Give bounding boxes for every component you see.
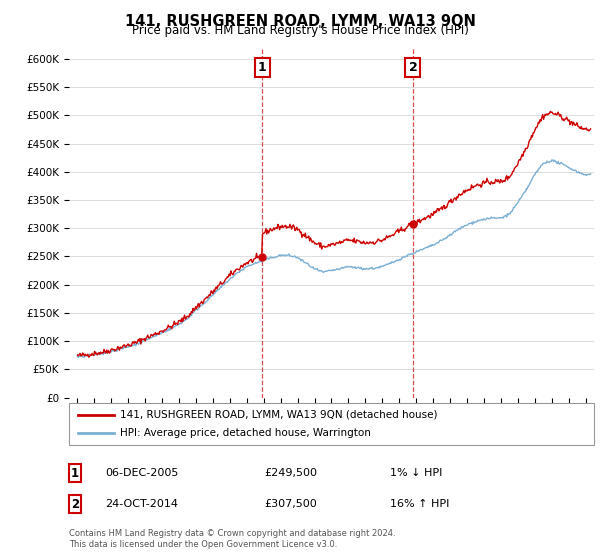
Text: 16% ↑ HPI: 16% ↑ HPI [390, 499, 449, 509]
Text: Price paid vs. HM Land Registry's House Price Index (HPI): Price paid vs. HM Land Registry's House … [131, 24, 469, 37]
Text: 1: 1 [71, 466, 79, 480]
Text: 2: 2 [71, 497, 79, 511]
Text: £249,500: £249,500 [264, 468, 317, 478]
Text: 1: 1 [258, 61, 267, 74]
Text: 24-OCT-2014: 24-OCT-2014 [105, 499, 178, 509]
Text: £307,500: £307,500 [264, 499, 317, 509]
Text: 1% ↓ HPI: 1% ↓ HPI [390, 468, 442, 478]
Text: 2: 2 [409, 61, 418, 74]
Text: HPI: Average price, detached house, Warrington: HPI: Average price, detached house, Warr… [120, 428, 371, 438]
Text: 06-DEC-2005: 06-DEC-2005 [105, 468, 178, 478]
Text: 141, RUSHGREEN ROAD, LYMM, WA13 9QN (detached house): 141, RUSHGREEN ROAD, LYMM, WA13 9QN (det… [120, 410, 437, 420]
Text: Contains HM Land Registry data © Crown copyright and database right 2024.: Contains HM Land Registry data © Crown c… [69, 529, 395, 538]
Text: 141, RUSHGREEN ROAD, LYMM, WA13 9QN: 141, RUSHGREEN ROAD, LYMM, WA13 9QN [125, 14, 475, 29]
Text: This data is licensed under the Open Government Licence v3.0.: This data is licensed under the Open Gov… [69, 540, 337, 549]
